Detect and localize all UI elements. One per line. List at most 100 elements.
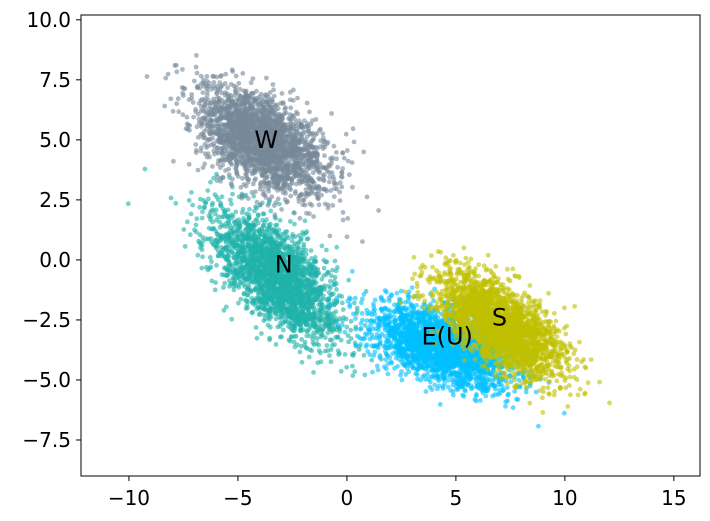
data-point xyxy=(338,337,344,343)
data-point xyxy=(278,334,283,340)
data-point xyxy=(377,341,383,346)
data-point xyxy=(478,398,483,403)
data-point xyxy=(230,191,235,197)
data-point xyxy=(249,295,255,301)
data-point xyxy=(324,247,329,253)
data-point xyxy=(324,343,330,348)
data-point xyxy=(214,238,220,244)
data-point xyxy=(392,349,398,354)
data-point xyxy=(490,393,495,399)
data-point xyxy=(197,232,203,238)
data-point xyxy=(268,324,273,330)
data-point xyxy=(473,380,479,386)
data-point xyxy=(231,224,237,230)
data-point xyxy=(441,375,447,381)
data-point xyxy=(340,307,346,312)
data-point xyxy=(487,377,493,382)
data-point xyxy=(424,312,430,317)
data-point xyxy=(414,302,419,308)
data-point xyxy=(142,166,148,172)
data-point xyxy=(173,200,179,206)
data-point xyxy=(415,350,420,356)
data-point xyxy=(428,316,433,322)
data-point xyxy=(329,337,335,343)
data-point xyxy=(416,309,421,314)
data-point xyxy=(239,210,245,216)
data-point xyxy=(327,353,332,358)
data-point xyxy=(302,315,307,321)
data-point xyxy=(382,348,388,354)
data-point xyxy=(229,316,235,322)
data-point xyxy=(259,238,265,244)
data-point xyxy=(245,292,251,298)
data-point xyxy=(382,364,387,370)
data-point xyxy=(387,319,392,325)
data-point xyxy=(192,227,197,233)
data-point xyxy=(188,211,194,217)
data-point xyxy=(447,360,453,366)
data-point xyxy=(273,294,279,300)
data-point xyxy=(326,309,332,314)
data-point xyxy=(301,244,307,250)
data-point xyxy=(348,327,354,333)
data-point xyxy=(308,271,313,277)
data-point xyxy=(395,343,401,349)
data-point xyxy=(422,356,428,362)
data-point xyxy=(489,371,494,377)
data-point xyxy=(303,276,308,281)
data-point xyxy=(369,357,375,363)
data-point xyxy=(237,223,243,229)
data-point xyxy=(385,371,391,377)
data-point xyxy=(383,342,389,347)
data-point xyxy=(302,292,308,298)
data-point xyxy=(233,209,239,215)
data-point xyxy=(318,299,323,305)
data-point xyxy=(182,244,188,249)
data-point xyxy=(352,300,357,306)
data-point xyxy=(302,218,308,224)
data-point xyxy=(416,341,422,347)
data-point xyxy=(298,328,304,334)
data-point xyxy=(321,265,327,271)
data-point xyxy=(209,278,215,284)
data-point xyxy=(515,397,521,402)
data-point xyxy=(189,190,194,195)
data-point xyxy=(345,298,351,304)
data-point xyxy=(268,295,274,301)
data-point xyxy=(310,277,315,282)
data-point xyxy=(449,371,454,377)
data-point xyxy=(253,325,259,330)
data-point xyxy=(273,288,279,293)
data-point xyxy=(185,219,190,225)
data-point xyxy=(399,377,405,383)
data-point xyxy=(450,389,456,394)
data-point xyxy=(457,381,462,387)
data-point xyxy=(408,360,414,365)
data-point xyxy=(343,316,349,322)
data-point xyxy=(329,342,335,348)
data-point xyxy=(452,351,457,357)
data-point xyxy=(325,348,331,353)
data-point xyxy=(244,302,250,308)
data-point xyxy=(358,342,363,347)
data-point xyxy=(239,230,245,236)
data-point xyxy=(404,341,409,347)
data-point xyxy=(212,211,218,217)
data-point xyxy=(256,304,262,310)
data-point xyxy=(282,319,287,324)
data-point xyxy=(261,248,267,254)
data-point xyxy=(200,209,205,215)
data-point xyxy=(352,369,358,374)
data-point xyxy=(437,402,443,407)
data-point xyxy=(333,309,339,315)
data-point xyxy=(536,423,541,429)
data-point xyxy=(262,220,267,225)
data-point xyxy=(388,340,394,345)
data-point xyxy=(377,317,382,323)
data-point xyxy=(418,377,424,383)
data-point xyxy=(262,300,267,306)
data-point xyxy=(244,277,250,283)
data-point xyxy=(282,282,287,288)
data-point xyxy=(256,247,262,253)
data-point xyxy=(322,335,328,340)
